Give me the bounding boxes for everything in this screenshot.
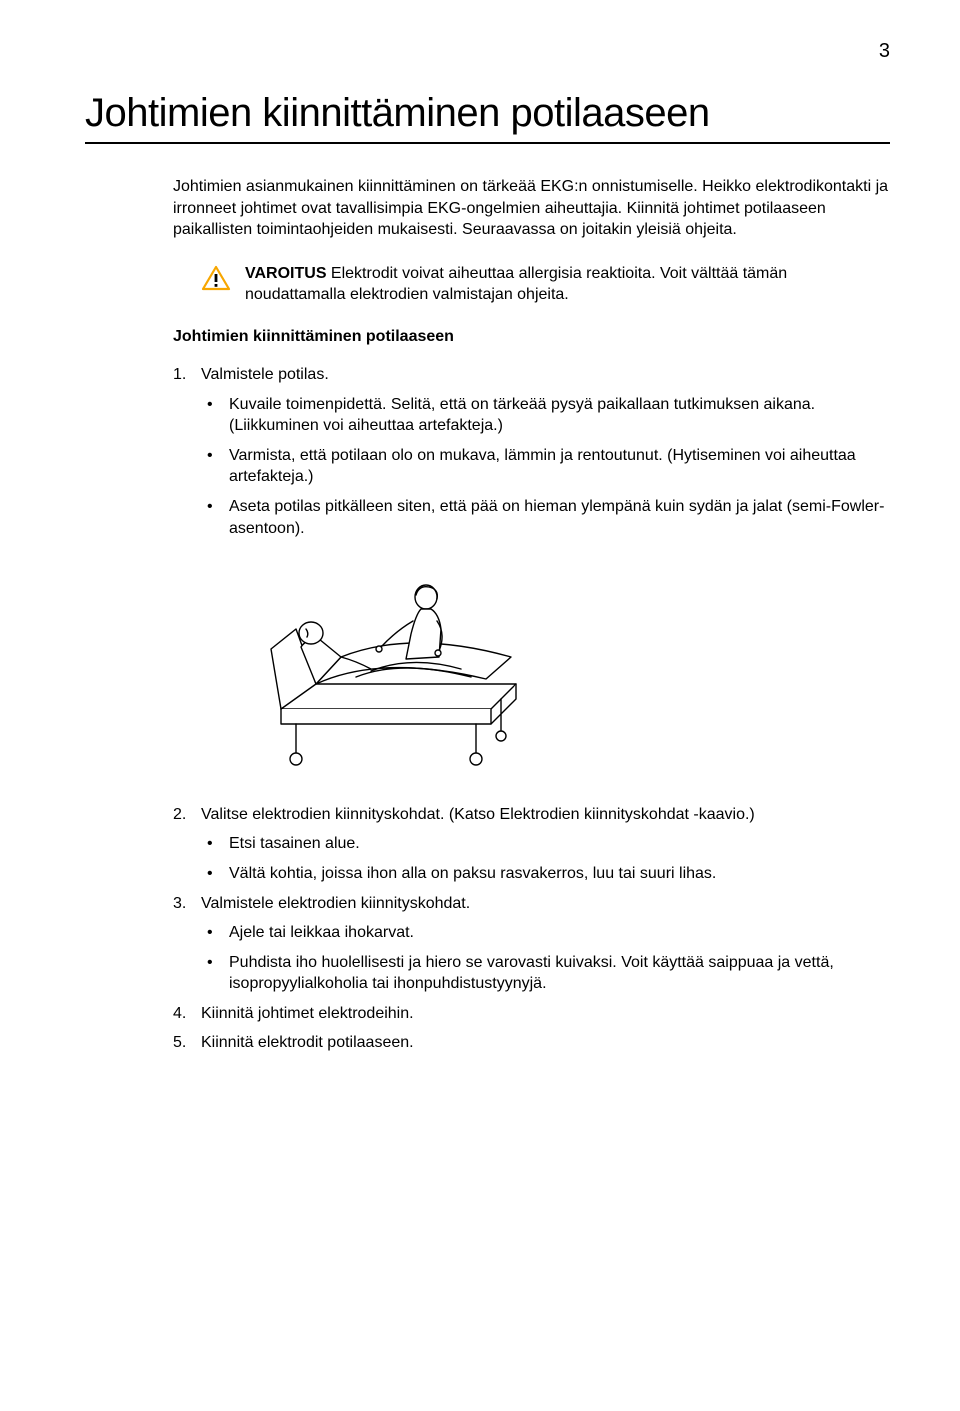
chapter-title: Johtimien kiinnittäminen potilaaseen [85, 91, 890, 136]
bullet-list: Kuvaile toimenpidettä. Selitä, että on t… [201, 394, 890, 540]
step-item: Valmistele elektrodien kiinnityskohdat. A… [173, 893, 890, 995]
intro-paragraph: Johtimien asianmukainen kiinnittäminen o… [173, 176, 890, 241]
step-text: Kiinnitä elektrodit potilaaseen. [201, 1034, 414, 1051]
step-text: Valmistele elektrodien kiinnityskohdat. [201, 895, 470, 912]
bullet-item: Ajele tai leikkaa ihokarvat. [201, 922, 890, 944]
bullet-list: Etsi tasainen alue. Vältä kohtia, joissa … [201, 833, 890, 884]
warning-icon [201, 265, 231, 296]
step-text: Kiinnitä johtimet elektrodeihin. [201, 1005, 414, 1022]
step-text: Valitse elektrodien kiinnityskohdat. (Ka… [201, 806, 755, 823]
warning-box: VAROITUS Elektrodit voivat aiheuttaa all… [173, 263, 890, 306]
step-item: Kiinnitä johtimet elektrodeihin. [173, 1003, 890, 1025]
bullet-item: Aseta potilas pitkälleen siten, että pää… [201, 496, 890, 539]
steps-list: Valmistele potilas. Kuvaile toimenpidettä… [173, 364, 890, 1054]
warning-body: Elektrodit voivat aiheuttaa allergisia r… [245, 265, 787, 304]
bullet-item: Varmista, että potilaan olo on mukava, l… [201, 445, 890, 488]
bullet-item: Vältä kohtia, joissa ihon alla on paksu … [201, 863, 890, 885]
page-number: 3 [85, 40, 890, 63]
step-item: Valitse elektrodien kiinnityskohdat. (Ka… [173, 804, 890, 885]
bullet-item: Puhdista iho huolellisesti ja hiero se v… [201, 952, 890, 995]
bullet-item: Kuvaile toimenpidettä. Selitä, että on t… [201, 394, 890, 437]
patient-bed-illustration [261, 559, 890, 776]
warning-label: VAROITUS [245, 265, 326, 282]
step-text: Valmistele potilas. [201, 366, 329, 383]
content-body: Johtimien asianmukainen kiinnittäminen o… [85, 176, 890, 1054]
title-divider [85, 142, 890, 144]
section-heading: Johtimien kiinnittäminen potilaaseen [173, 328, 890, 346]
step-item: Kiinnitä elektrodit potilaaseen. [173, 1032, 890, 1054]
step-item: Valmistele potilas. Kuvaile toimenpidettä… [173, 364, 890, 776]
bullet-list: Ajele tai leikkaa ihokarvat. Puhdista iho… [201, 922, 890, 995]
warning-text: VAROITUS Elektrodit voivat aiheuttaa all… [245, 263, 890, 306]
bullet-item: Etsi tasainen alue. [201, 833, 890, 855]
